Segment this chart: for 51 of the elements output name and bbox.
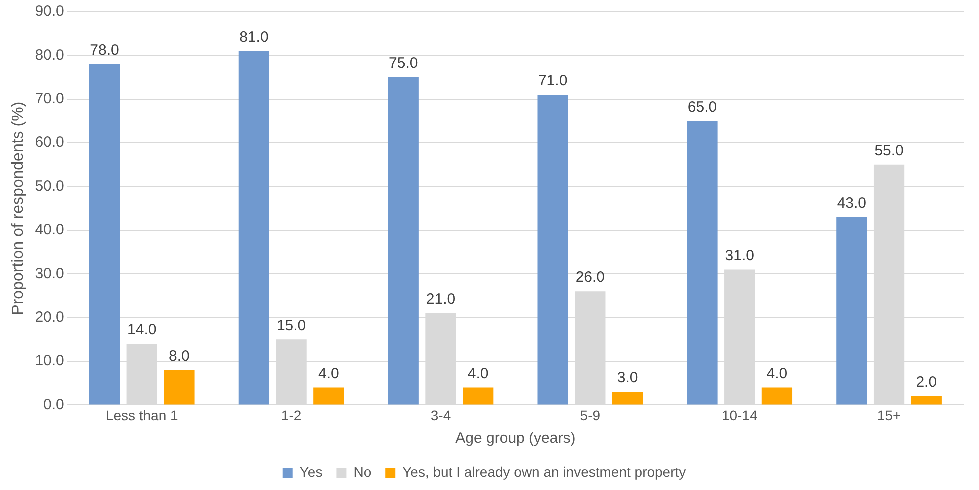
data-label: 2.0 xyxy=(916,374,938,392)
bar xyxy=(538,95,568,405)
data-label: 21.0 xyxy=(426,291,456,308)
bar xyxy=(687,121,718,405)
bar xyxy=(89,64,120,405)
y-tick-label: 80.0 xyxy=(35,46,64,64)
data-label: 55.0 xyxy=(874,142,904,160)
bar xyxy=(388,78,419,405)
data-label: 65.0 xyxy=(688,98,718,116)
data-label: 78.0 xyxy=(90,42,120,60)
bar xyxy=(612,392,644,405)
data-label: 31.0 xyxy=(725,247,754,264)
legend-label: Yes, but I already own an investment property xyxy=(402,464,686,480)
data-label: 26.0 xyxy=(576,269,606,286)
bar xyxy=(463,388,494,405)
y-tick-label: 50.0 xyxy=(35,178,64,195)
y-tick-label: 30.0 xyxy=(35,265,64,282)
y-tick-label: 70.0 xyxy=(35,90,64,108)
data-label: 71.0 xyxy=(538,72,568,90)
data-label: 81.0 xyxy=(240,28,269,46)
bar xyxy=(836,217,868,405)
x-tick-label: 5-9 xyxy=(580,407,601,424)
x-tick-label: Less than 1 xyxy=(106,407,179,424)
bar xyxy=(164,370,195,405)
data-label: 8.0 xyxy=(169,348,190,365)
bar xyxy=(238,51,270,405)
data-label: 3.0 xyxy=(617,370,638,387)
x-tick-label: 10-14 xyxy=(722,407,758,424)
data-label: 14.0 xyxy=(128,322,157,339)
y-tick-label: 10.0 xyxy=(35,352,64,370)
data-label: 75.0 xyxy=(389,55,418,72)
y-tick-label: 0.0 xyxy=(44,396,64,414)
data-label: 43.0 xyxy=(837,194,867,212)
x-tick-label: 3-4 xyxy=(430,407,452,424)
data-label: 4.0 xyxy=(318,365,340,382)
data-label: 4.0 xyxy=(468,365,489,382)
bar xyxy=(762,388,793,405)
y-tick-label: 60.0 xyxy=(35,134,64,152)
y-axis-title: Proportion of respondents (%) xyxy=(10,102,28,316)
data-label: 4.0 xyxy=(766,365,788,382)
bar xyxy=(911,396,942,405)
legend-label: No xyxy=(354,464,372,480)
y-tick-label: 40.0 xyxy=(35,222,64,239)
x-tick-label: 15+ xyxy=(877,407,902,424)
x-tick-label: 1-2 xyxy=(281,407,302,424)
y-tick-label: 90.0 xyxy=(35,3,64,20)
bar xyxy=(314,388,344,405)
data-label: 15.0 xyxy=(276,317,306,334)
y-tick-label: 20.0 xyxy=(35,308,64,326)
x-axis-title: Age group (years) xyxy=(456,430,576,448)
legend-label: Yes xyxy=(300,464,323,480)
